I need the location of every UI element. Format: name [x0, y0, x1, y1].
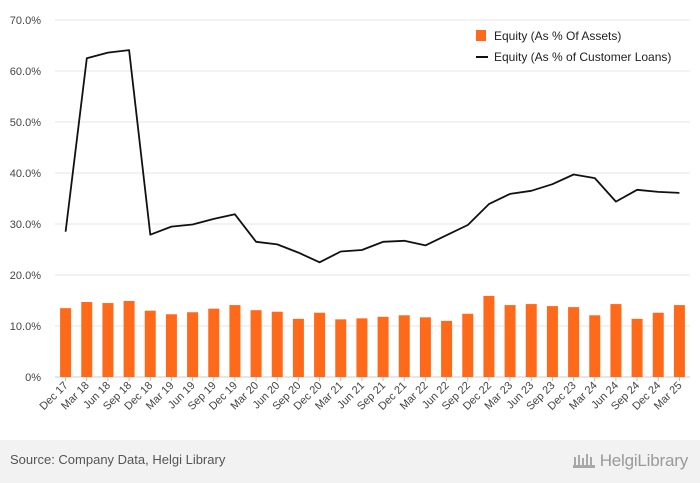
legend: Equity (As % Of Assets) Equity (As % of C…	[476, 29, 671, 64]
bar	[292, 318, 304, 377]
bar-series	[60, 295, 685, 377]
line-series	[64, 49, 680, 264]
bar	[229, 305, 241, 377]
bar	[652, 312, 664, 377]
y-tick-label: 10.0%	[10, 321, 41, 333]
bar	[568, 307, 580, 377]
y-tick-label: 20.0%	[10, 270, 41, 282]
bar	[208, 308, 220, 377]
bar	[610, 304, 622, 377]
bar	[631, 318, 643, 377]
y-tick-label: 30.0%	[10, 219, 41, 231]
legend-label: Equity (As % of Customer Loans)	[494, 50, 671, 64]
bar	[546, 306, 558, 377]
y-tick-label: 70.0%	[10, 15, 41, 27]
bar	[673, 305, 685, 377]
chart-plot: 0% 10.0% 20.0% 30.0% 40.0% 50.0% 60.0% 70.0% De…	[10, 15, 690, 413]
y-tick-label: 60.0%	[10, 66, 41, 78]
bar	[102, 303, 114, 377]
bar	[419, 317, 431, 377]
y-axis: 0% 10.0% 20.0% 30.0% 40.0% 50.0% 60.0% 70.0%	[10, 15, 41, 384]
gridlines	[55, 19, 690, 378]
bar	[314, 312, 326, 377]
bar	[398, 315, 410, 377]
y-tick-label: 0%	[25, 372, 41, 384]
series-line	[64, 49, 680, 264]
bar	[483, 295, 495, 377]
bar	[356, 318, 368, 377]
source-note: Source: Company Data, Helgi Library	[10, 452, 226, 467]
bar	[123, 301, 135, 377]
bar	[525, 304, 537, 377]
footer: Source: Company Data, Helgi Library Helg…	[0, 440, 700, 483]
bar	[441, 320, 453, 377]
y-tick-label: 50.0%	[10, 117, 41, 129]
bar	[250, 310, 262, 377]
bar	[462, 313, 474, 377]
bar	[271, 311, 283, 377]
library-icon	[572, 454, 595, 468]
brand-name: HelgiLibrary	[599, 451, 689, 470]
legend-label: Equity (As % Of Assets)	[494, 29, 621, 43]
bar	[144, 310, 156, 377]
y-tick-label: 40.0%	[10, 168, 41, 180]
bar	[81, 302, 93, 377]
bar	[589, 315, 601, 377]
bar	[377, 316, 389, 377]
bar	[335, 319, 347, 377]
legend-swatch-bar	[476, 30, 486, 41]
bar	[165, 314, 177, 377]
bar	[187, 312, 199, 377]
bar	[60, 308, 72, 377]
brand-logo: HelgiLibrary	[572, 448, 688, 474]
bar	[504, 305, 516, 377]
